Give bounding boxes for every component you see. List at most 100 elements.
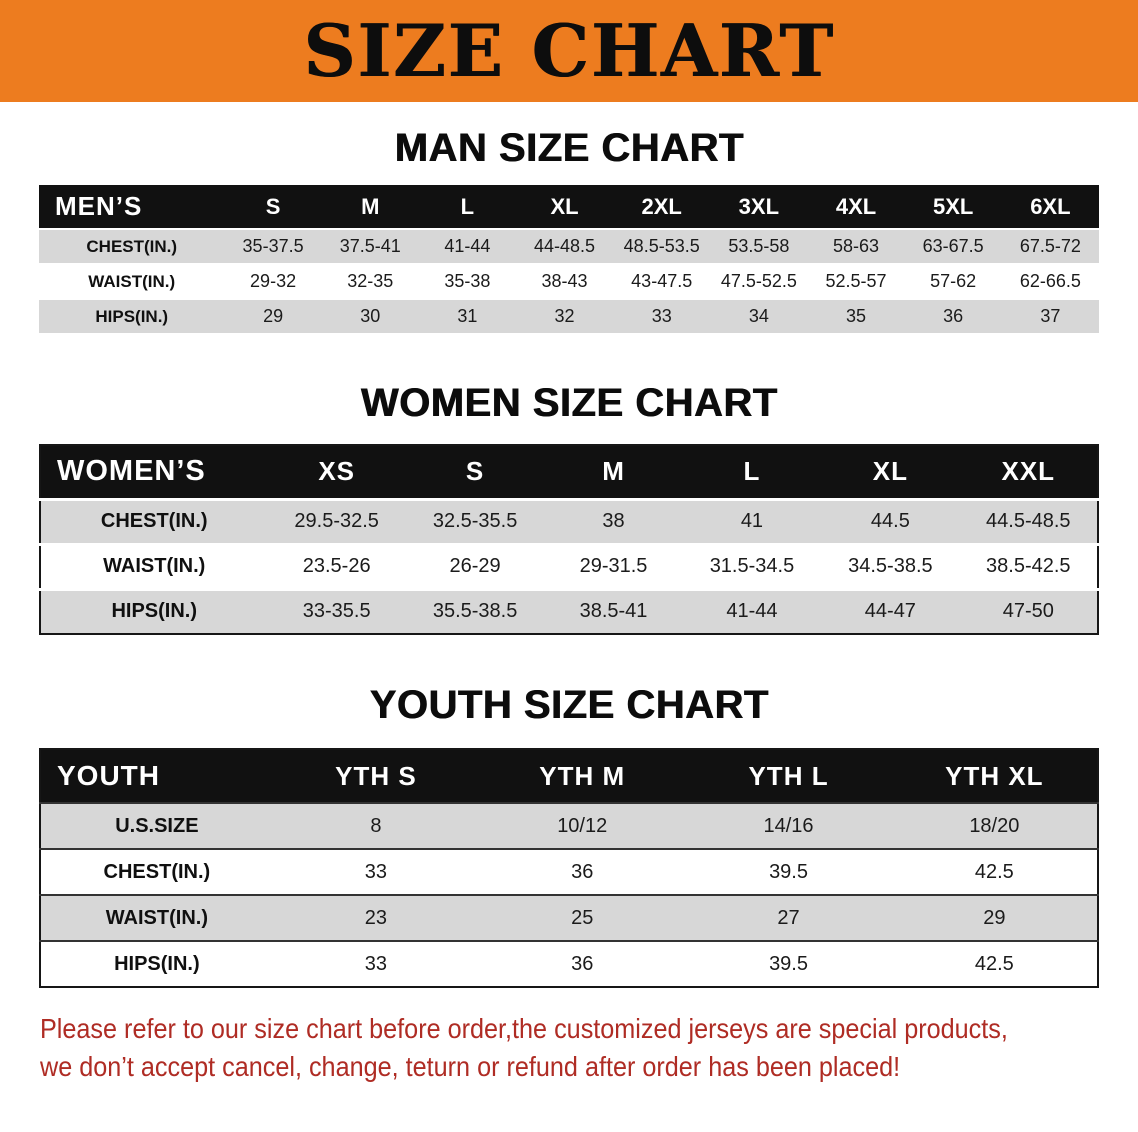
header-row: WOMEN’S XS S M L XL XXL <box>40 445 1098 499</box>
men-size-table: MEN’S S M L XL 2XL 3XL 4XL 5XL 6XL CHEST(IN.) 35-37… <box>39 185 1099 335</box>
size-column-header: YTH S <box>335 760 417 791</box>
size-column-header: 5XL <box>932 193 974 219</box>
measurement-row: CHEST(IN.) 33 36 39.5 42.5 <box>40 849 1098 895</box>
size-value: 62-66.5 <box>1019 271 1081 291</box>
charts-container: MAN SIZE CHART MEN’S S M L XL 2XL 3XL 4XL 5XL 6XL C… <box>0 126 1138 988</box>
size-value: 36 <box>571 952 594 975</box>
size-column-header: S <box>465 456 485 487</box>
size-value: 37.5-41 <box>339 236 401 256</box>
banner: SIZE CHART <box>0 0 1138 102</box>
size-value: 37 <box>1040 306 1061 326</box>
section-women: WOMEN SIZE CHART WOMEN’S XS S M L XL XXL CHEST(I… <box>0 381 1138 635</box>
measurement-row: WAIST(IN.) 23 25 27 29 <box>40 895 1098 941</box>
size-value: 53.5-58 <box>728 236 790 256</box>
size-value: 35-38 <box>444 271 491 291</box>
header-row: MEN’S S M L XL 2XL 3XL 4XL 5XL 6XL <box>39 185 1099 229</box>
size-column-header: 4XL <box>835 193 877 219</box>
section-youth: YOUTH SIZE CHART YOUTH YTH S YTH M YTH L YTH … <box>0 683 1138 988</box>
size-value: 41-44 <box>726 600 778 623</box>
section-men: MAN SIZE CHART MEN’S S M L XL 2XL 3XL 4XL 5XL 6XL C… <box>0 126 1138 335</box>
size-value: 34 <box>748 306 769 326</box>
size-column-header: 2XL <box>641 193 682 219</box>
group-label: MEN’S <box>55 191 143 221</box>
size-value: 38 <box>602 510 625 532</box>
size-value: 35.5-38.5 <box>432 600 518 623</box>
size-value: 33 <box>364 860 388 883</box>
size-value: 57-62 <box>930 271 977 291</box>
measurement-row: HIPS(IN.) 33 36 39.5 42.5 <box>40 941 1098 987</box>
size-value: 58-63 <box>832 236 880 256</box>
men-heading: MAN SIZE CHART <box>394 126 744 170</box>
size-value: 33-35.5 <box>302 600 371 623</box>
women-size-table: WOMEN’S XS S M L XL XXL CHEST(IN.) 29.5-32.5 32.5… <box>39 444 1099 635</box>
group-label: WOMEN’S <box>57 455 206 488</box>
size-value: 44-47 <box>864 600 916 623</box>
size-value: 43-47.5 <box>631 271 693 291</box>
size-value: 41-44 <box>444 236 491 256</box>
size-column-header: YTH M <box>539 760 626 791</box>
size-column-header: 3XL <box>738 193 780 219</box>
size-column-header: XXL <box>1001 456 1056 487</box>
size-value: 32.5-35.5 <box>432 510 518 532</box>
size-column-header: M <box>361 193 380 219</box>
youth-size-table: YOUTH YTH S YTH M YTH L YTH XL U.S.SIZE 8 10/12… <box>39 748 1099 988</box>
size-value: 31.5-34.5 <box>709 555 795 577</box>
size-value: 42.5 <box>974 952 1014 975</box>
header-row: YOUTH YTH S YTH M YTH L YTH XL <box>40 749 1098 803</box>
row-label: U.S.SIZE <box>115 814 199 837</box>
row-label: WAIST(IN.) <box>103 555 206 577</box>
youth-heading: YOUTH SIZE CHART <box>369 683 769 727</box>
size-column-header: L <box>460 193 475 219</box>
size-column-header: XS <box>318 456 356 487</box>
measurement-row: U.S.SIZE 8 10/12 14/16 18/20 <box>40 803 1098 849</box>
size-value: 34.5-38.5 <box>848 555 933 577</box>
measurement-row: HIPS(IN.) 29 30 31 32 33 34 35 36 37 <box>39 299 1099 334</box>
size-value: 47.5-52.5 <box>720 271 797 291</box>
size-value: 31 <box>457 306 478 326</box>
size-value: 33 <box>651 306 672 326</box>
size-value: 23.5-26 <box>302 555 371 577</box>
size-value: 38.5-42.5 <box>986 555 1071 577</box>
size-value: 36 <box>943 306 964 326</box>
notice-line-2: we don’t accept cancel, change, teturn o… <box>40 1050 901 1082</box>
size-value: 48.5-53.5 <box>623 236 700 256</box>
measurement-row: WAIST(IN.) 23.5-26 26-29 29-31.5 31.5-34.5 34… <box>40 544 1098 589</box>
size-value: 26-29 <box>449 555 501 577</box>
order-notice: Please refer to our size chart before or… <box>40 1010 1138 1086</box>
size-value: 33 <box>364 952 388 975</box>
size-value: 38-43 <box>541 271 588 291</box>
measurement-row: CHEST(IN.) 29.5-32.5 32.5-35.5 38 41 44.5 44.5… <box>40 499 1098 544</box>
size-value: 39.5 <box>769 860 808 883</box>
size-value: 29-31.5 <box>579 555 648 577</box>
size-value: 42.5 <box>974 860 1014 883</box>
size-value: 30 <box>360 306 381 326</box>
size-value: 38.5-41 <box>579 600 648 623</box>
row-label: HIPS(IN.) <box>95 306 169 326</box>
size-value: 52.5-57 <box>825 271 887 291</box>
size-value: 44-48.5 <box>534 236 596 256</box>
measurement-row: CHEST(IN.) 35-37.5 37.5-41 41-44 44-48.5 48.5… <box>39 229 1099 264</box>
row-label: WAIST(IN.) <box>105 906 208 929</box>
size-value: 29.5-32.5 <box>294 510 379 532</box>
size-value: 35-37.5 <box>242 236 304 256</box>
notice-line-1: Please refer to our size chart before or… <box>40 1013 1008 1044</box>
size-column-header: 6XL <box>1030 193 1071 219</box>
size-column-header: XL <box>550 193 579 219</box>
size-value: 32 <box>554 306 575 326</box>
size-value: 29-32 <box>250 271 297 291</box>
size-column-header: S <box>265 193 281 219</box>
size-chart-page: SIZE CHART MAN SIZE CHART MEN’S S M L XL 2XL 3X… <box>0 0 1138 1086</box>
row-label: CHEST(IN.) <box>100 510 208 532</box>
row-label: HIPS(IN.) <box>114 952 200 975</box>
size-value: 29 <box>263 306 284 326</box>
size-value: 44.5 <box>870 510 910 532</box>
size-value: 39.5 <box>769 952 808 975</box>
women-heading: WOMEN SIZE CHART <box>360 381 778 425</box>
size-value: 14/16 <box>763 814 814 837</box>
size-value: 47-50 <box>1002 600 1054 623</box>
size-value: 18/20 <box>969 814 1020 837</box>
row-label: HIPS(IN.) <box>111 600 198 623</box>
group-label: YOUTH <box>57 760 160 791</box>
size-value: 32-35 <box>347 271 394 291</box>
row-label: CHEST(IN.) <box>103 860 211 883</box>
